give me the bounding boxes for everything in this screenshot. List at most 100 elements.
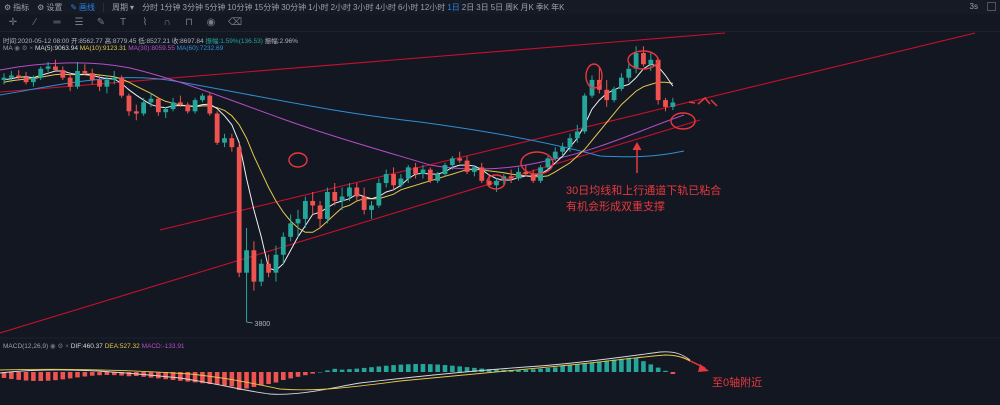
macd-bar-up xyxy=(347,369,352,372)
candle-up xyxy=(369,205,374,210)
dif-value: DIF:460.37 xyxy=(70,343,103,350)
interval-tab[interactable]: 1日 xyxy=(447,2,460,12)
candle-up xyxy=(280,236,286,255)
fullscreen-icon[interactable] xyxy=(987,2,996,11)
interval-tab[interactable]: 10分钟 xyxy=(227,2,253,12)
candle-down xyxy=(97,79,102,87)
macd-bar-up xyxy=(317,372,323,373)
interval-tab[interactable]: 1小时 xyxy=(308,2,329,12)
macd-bar-up xyxy=(545,368,551,372)
interval-tab[interactable]: 15分钟 xyxy=(254,2,280,12)
candle-up xyxy=(104,79,110,87)
magnet-icon[interactable]: ∩ xyxy=(163,16,171,28)
channel-middle-line xyxy=(159,32,976,231)
candle-down xyxy=(67,77,73,87)
macd-bar-up xyxy=(508,369,514,372)
candle-up xyxy=(552,151,558,159)
macd-bar-down xyxy=(200,372,205,384)
interval-tab[interactable]: 12小时 xyxy=(420,2,446,12)
period-dropdown[interactable]: 周期 ▾ xyxy=(112,2,134,13)
interval-tab[interactable]: 5日 xyxy=(490,2,504,12)
macd-bar-up xyxy=(383,365,389,372)
macd-bar-up xyxy=(457,366,462,372)
interval-tab[interactable]: 周K xyxy=(505,2,519,12)
annotation-support: 30日均线和上行通道下轨已粘合 有机会形成双重支撑 xyxy=(566,182,721,214)
trash-icon[interactable]: ⌫ xyxy=(228,16,243,28)
candle-down xyxy=(310,200,316,206)
ma5-value: MA(5):9063.94 xyxy=(34,45,78,52)
brush-icon[interactable]: ✎ xyxy=(96,16,106,28)
trendline-icon[interactable]: ⁄ xyxy=(34,16,36,28)
ma-label[interactable]: MA xyxy=(3,45,13,52)
settings-button[interactable]: ⚙ 设置 xyxy=(37,2,62,13)
interval-tab[interactable]: 3分钟 xyxy=(182,2,203,12)
candle-up xyxy=(435,174,441,181)
eye-icon[interactable]: ◉ ⚙ × xyxy=(14,45,34,52)
candle-up xyxy=(472,167,477,172)
macd-bar-down xyxy=(9,372,14,379)
candle-down xyxy=(236,147,242,273)
crosshair-icon[interactable]: ✛ xyxy=(8,16,18,28)
macd-bar-down xyxy=(303,372,308,376)
info-time: 时间:2020-05-12 08:00 xyxy=(3,38,70,45)
drawing-button[interactable]: ✎ 画线 xyxy=(70,2,95,13)
candle-down xyxy=(663,100,668,107)
highlight-circle xyxy=(627,50,659,70)
ma30-value: MA(30):8059.55 xyxy=(128,45,175,52)
toolbar-divider xyxy=(103,2,105,12)
indicator-button[interactable]: ⚙ 指标 xyxy=(4,2,29,13)
candle-up xyxy=(244,250,249,273)
pattern-icon[interactable]: ⌇ xyxy=(142,16,148,28)
macd-label[interactable]: MACD(12,26,9) xyxy=(3,343,49,350)
fibonacci-icon[interactable]: ☰ xyxy=(74,16,84,28)
text-icon[interactable]: T xyxy=(119,16,127,28)
macd-bar-down xyxy=(251,372,257,387)
interval-tab[interactable]: 6小时 xyxy=(397,2,419,12)
interval-tab[interactable]: 4小时 xyxy=(375,2,396,12)
channel-lower-line xyxy=(0,119,701,334)
candle-up xyxy=(31,77,36,83)
interval-tab[interactable]: 季K xyxy=(535,2,550,12)
macd-bar-up xyxy=(332,368,338,372)
interval-tab[interactable]: 3小时 xyxy=(353,2,374,12)
candle-up xyxy=(141,102,147,114)
lock-icon[interactable]: ⊓ xyxy=(185,16,193,28)
macd-bar-up xyxy=(560,366,565,372)
candle-up xyxy=(38,68,44,78)
interval-tab[interactable]: 5分钟 xyxy=(204,2,226,12)
eye-icon[interactable]: ◉ xyxy=(206,16,216,28)
macd-bar-up xyxy=(464,367,470,372)
candle-down xyxy=(479,167,485,181)
candle-down xyxy=(508,176,514,179)
interval-tab[interactable]: 月K xyxy=(520,2,534,12)
candle-up xyxy=(376,183,382,206)
interval-tab[interactable]: 2小时 xyxy=(330,2,352,12)
interval-tab[interactable]: 1分钟 xyxy=(160,2,181,12)
horizontal-line-icon[interactable]: ═ xyxy=(53,16,61,28)
interval-tab[interactable]: 年K xyxy=(551,2,565,12)
interval-tab[interactable]: 2日 xyxy=(461,2,475,12)
candle-down xyxy=(53,66,58,71)
macd-settings-icon[interactable]: ◉ ⚙ × xyxy=(49,343,69,350)
macd-bar-down xyxy=(229,372,235,387)
arrow-tip xyxy=(710,99,718,107)
macd-bar-up xyxy=(655,367,661,372)
macd-bar-up xyxy=(325,370,330,372)
candle-up xyxy=(273,254,279,273)
macd-bar-down xyxy=(214,372,220,385)
candle-down xyxy=(214,113,220,143)
candle-up xyxy=(383,174,389,184)
interval-tab[interactable]: 30分钟 xyxy=(281,2,307,12)
candle-up xyxy=(111,77,117,80)
interval-tab[interactable]: 分时 xyxy=(142,2,159,12)
macd-bar-up xyxy=(369,367,374,372)
macd-bar-up xyxy=(648,364,654,372)
candle-up xyxy=(295,218,301,224)
macd-value: MACD:-133.91 xyxy=(141,343,185,350)
candle-down xyxy=(530,174,536,181)
interval-tab[interactable]: 3日 xyxy=(476,2,489,12)
candle-up xyxy=(670,102,676,107)
gear-icon: ⚙ xyxy=(37,2,45,12)
